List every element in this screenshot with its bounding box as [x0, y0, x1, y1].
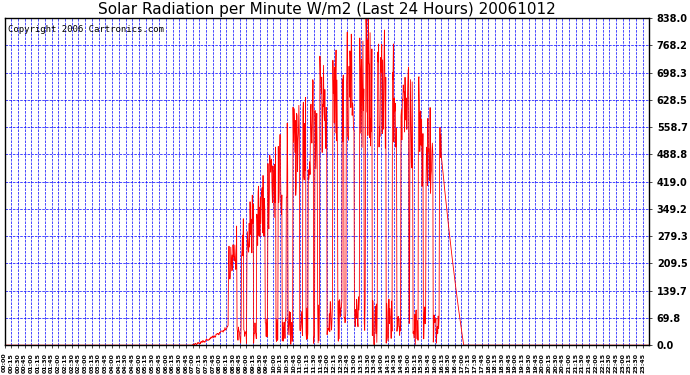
Title: Solar Radiation per Minute W/m2 (Last 24 Hours) 20061012: Solar Radiation per Minute W/m2 (Last 24… — [98, 2, 555, 17]
Text: Copyright 2006 Cartronics.com: Copyright 2006 Cartronics.com — [8, 25, 164, 34]
